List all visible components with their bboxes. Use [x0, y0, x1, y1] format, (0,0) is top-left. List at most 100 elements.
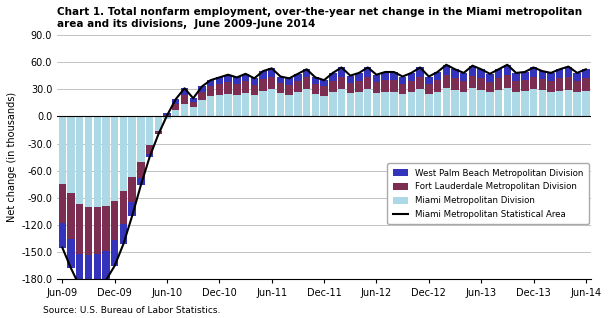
Bar [199, 92, 206, 100]
Bar [120, 224, 127, 244]
Bar [68, 193, 75, 238]
Bar [303, 69, 311, 77]
Bar [250, 78, 258, 85]
Bar [364, 77, 371, 89]
Bar [521, 80, 529, 91]
Bar [390, 92, 398, 116]
Text: Chart 1. Total nonfarm employment, over-the-year net change in the Miami metropo: Chart 1. Total nonfarm employment, over-… [57, 7, 582, 29]
Bar [233, 95, 241, 116]
Bar [312, 77, 319, 84]
Bar [320, 86, 328, 95]
Bar [303, 77, 311, 89]
Bar [128, 116, 136, 177]
Bar [451, 78, 459, 90]
Bar [163, 114, 171, 116]
Bar [312, 84, 319, 94]
Bar [486, 92, 494, 116]
Bar [530, 77, 537, 89]
Bar [399, 84, 406, 94]
Bar [102, 206, 110, 251]
Bar [329, 92, 337, 116]
Bar [512, 73, 520, 81]
Bar [111, 201, 118, 240]
Bar [94, 116, 101, 207]
Bar [68, 116, 75, 193]
Bar [355, 73, 363, 81]
Bar [286, 95, 293, 116]
Bar [407, 81, 415, 92]
Bar [451, 90, 459, 116]
Bar [381, 92, 389, 116]
Bar [76, 116, 83, 204]
Bar [451, 69, 459, 78]
Bar [137, 178, 144, 185]
Bar [68, 238, 75, 268]
Bar [216, 95, 223, 116]
Bar [102, 251, 110, 280]
Bar [111, 116, 118, 201]
Bar [329, 81, 337, 92]
Bar [582, 91, 590, 116]
Bar [199, 100, 206, 116]
Bar [477, 90, 485, 116]
Bar [347, 83, 354, 93]
Bar [76, 254, 83, 287]
Bar [574, 92, 581, 116]
Bar [556, 91, 563, 116]
Bar [137, 162, 144, 178]
Bar [434, 92, 442, 116]
Bar [373, 75, 380, 82]
Bar [128, 177, 136, 202]
Bar [556, 69, 563, 78]
Bar [163, 116, 171, 119]
Bar [565, 77, 572, 90]
Bar [189, 98, 197, 102]
Legend: West Palm Beach Metropolitan Division, Fort Lauderdale Metropolitan Division, Mi: West Palm Beach Metropolitan Division, F… [387, 163, 588, 224]
Bar [521, 72, 529, 80]
Bar [338, 77, 345, 89]
Bar [417, 89, 424, 116]
Bar [137, 116, 144, 162]
Bar [477, 69, 485, 78]
Bar [512, 92, 520, 116]
Bar [582, 69, 590, 78]
Bar [574, 73, 581, 81]
Bar [207, 86, 214, 96]
Bar [85, 255, 92, 287]
Bar [565, 66, 572, 77]
Bar [286, 78, 293, 85]
Bar [76, 204, 83, 254]
Bar [460, 92, 468, 116]
Bar [58, 184, 66, 223]
Bar [347, 76, 354, 83]
Bar [434, 80, 442, 92]
Bar [338, 89, 345, 116]
Bar [443, 88, 450, 116]
Bar [250, 95, 258, 116]
Bar [155, 116, 162, 131]
Bar [276, 83, 284, 93]
Bar [94, 207, 101, 254]
Bar [268, 89, 275, 116]
Bar [504, 65, 511, 75]
Bar [338, 67, 345, 77]
Bar [276, 77, 284, 83]
Bar [425, 84, 432, 94]
Bar [242, 93, 249, 116]
Bar [355, 92, 363, 116]
Bar [434, 72, 442, 80]
Bar [268, 77, 275, 89]
Bar [155, 131, 162, 135]
Bar [495, 78, 502, 90]
Bar [85, 116, 92, 207]
Bar [538, 71, 546, 79]
Bar [163, 113, 171, 114]
Bar [390, 80, 398, 92]
Bar [172, 110, 180, 116]
Bar [538, 79, 546, 90]
Bar [146, 145, 153, 154]
Bar [242, 74, 249, 81]
Bar [364, 89, 371, 116]
Bar [373, 93, 380, 116]
Bar [146, 116, 153, 145]
